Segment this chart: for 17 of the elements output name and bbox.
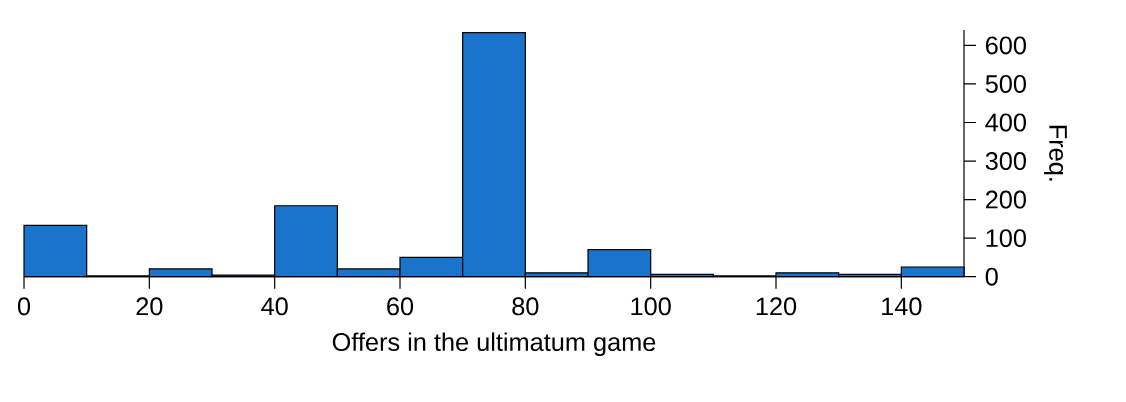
x-tick-label: 60 xyxy=(387,297,414,316)
y-tick-label: 300 xyxy=(985,152,1026,170)
y-tick-label: 100 xyxy=(986,229,1026,248)
x-tick-label: 0 xyxy=(17,297,31,316)
y-tick-label: 500 xyxy=(985,74,1026,93)
x-tick-label: 120 xyxy=(756,297,797,316)
x-tick-label: 40 xyxy=(261,297,288,316)
y-axis-title: Freq. xyxy=(1044,125,1067,181)
y-tick-label: 0 xyxy=(985,267,998,286)
x-tick-label: 100 xyxy=(631,297,671,316)
x-tick-label: 140 xyxy=(882,297,922,316)
y-tick-label: 600 xyxy=(985,36,1026,55)
y-tick-label: 200 xyxy=(985,190,1026,209)
x-tick-label: 80 xyxy=(512,297,539,316)
y-tick-label: 400 xyxy=(985,113,1026,132)
x-tick-label: 20 xyxy=(136,297,163,316)
x-axis-title: Offers in the ultimatum game xyxy=(332,332,656,357)
